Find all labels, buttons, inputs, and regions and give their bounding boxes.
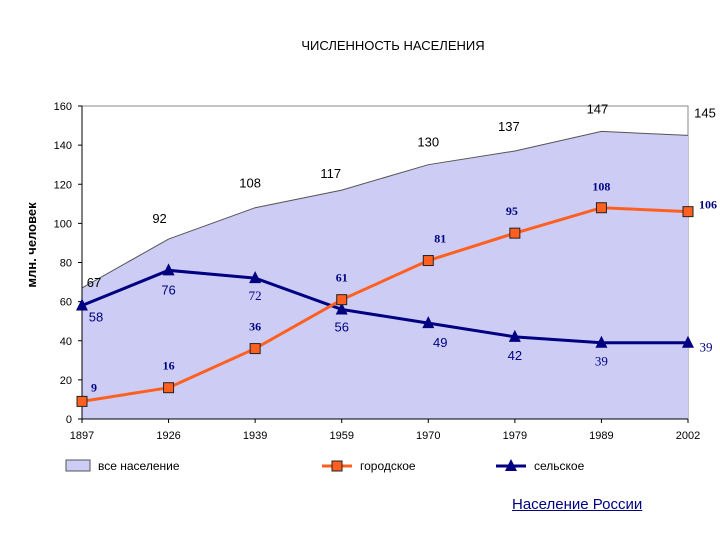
label-rural: 58 (89, 310, 103, 325)
point-rural (595, 335, 608, 348)
y-tick-label: 60 (60, 297, 72, 309)
x-tick-label: 1979 (503, 430, 527, 442)
point-urban (76, 395, 88, 407)
y-tick-label: 20 (60, 375, 72, 387)
x-tick-label: 1959 (329, 430, 353, 442)
point-rural (76, 298, 88, 311)
label-urban: 106 (699, 198, 717, 212)
point-urban (422, 255, 434, 267)
y-tick-label: 160 (54, 101, 72, 113)
y-tick-label: 40 (60, 336, 72, 348)
label-total: 67 (87, 275, 101, 290)
area-total-population (82, 131, 688, 419)
point-urban (336, 294, 348, 306)
label-rural: 72 (249, 288, 262, 303)
legend-swatch-total (65, 459, 91, 472)
point-urban (509, 227, 521, 239)
label-total: 92 (152, 211, 166, 226)
label-rural: 49 (433, 335, 447, 350)
label-urban: 81 (434, 232, 446, 246)
x-tick-label: 1897 (70, 430, 94, 442)
point-urban (163, 382, 175, 394)
x-tick-label: 1939 (243, 430, 267, 442)
legend-label-urban: городское (360, 459, 416, 473)
label-urban: 16 (163, 359, 175, 373)
legend-marker-urban (331, 460, 343, 472)
point-urban (595, 202, 607, 214)
label-urban: 36 (249, 320, 261, 334)
point-rural (162, 263, 175, 276)
point-rural (335, 302, 348, 315)
label-total: 108 (239, 176, 261, 191)
legend-marker-rural (505, 459, 517, 471)
label-rural: 56 (334, 319, 348, 334)
label-urban: 108 (592, 180, 610, 194)
point-rural (682, 335, 694, 348)
chart-title: ЧИСЛЕННОСТЬ НАСЕЛЕНИЯ (301, 38, 484, 53)
y-tick-label: 0 (66, 414, 72, 426)
label-rural: 42 (508, 348, 522, 363)
x-tick-label: 1970 (416, 430, 440, 442)
label-urban: 61 (336, 271, 348, 285)
point-rural (422, 316, 435, 329)
footer-link[interactable]: Население России (512, 496, 643, 513)
x-tick-label: 1926 (156, 430, 180, 442)
y-tick-label: 120 (54, 179, 72, 191)
x-tick-label: 2002 (676, 430, 700, 442)
legend-label-rural: сельское (534, 459, 585, 473)
label-total: 117 (320, 166, 341, 181)
label-rural: 39 (595, 354, 608, 369)
line-urban (81, 206, 689, 403)
label-urban: 9 (91, 380, 97, 394)
point-rural (508, 329, 521, 342)
label-total: 130 (417, 135, 439, 150)
label-total: 145 (694, 105, 716, 120)
label-rural: 39 (700, 340, 713, 355)
y-tick-label: 140 (54, 140, 72, 152)
label-rural: 76 (161, 282, 175, 297)
legend-label-total: все население (98, 459, 180, 473)
y-axis-label: млн. человек (24, 202, 39, 288)
x-tick-label: 1989 (589, 430, 613, 442)
area-total-outline (81, 130, 689, 289)
y-tick-label: 80 (60, 258, 72, 270)
point-urban (682, 206, 694, 218)
label-total: 137 (498, 119, 520, 134)
point-urban (249, 343, 261, 355)
line-rural (81, 268, 688, 345)
label-urban: 95 (506, 204, 518, 218)
label-total: 147 (587, 101, 609, 116)
point-rural (249, 271, 262, 284)
y-tick-label: 100 (54, 218, 72, 230)
